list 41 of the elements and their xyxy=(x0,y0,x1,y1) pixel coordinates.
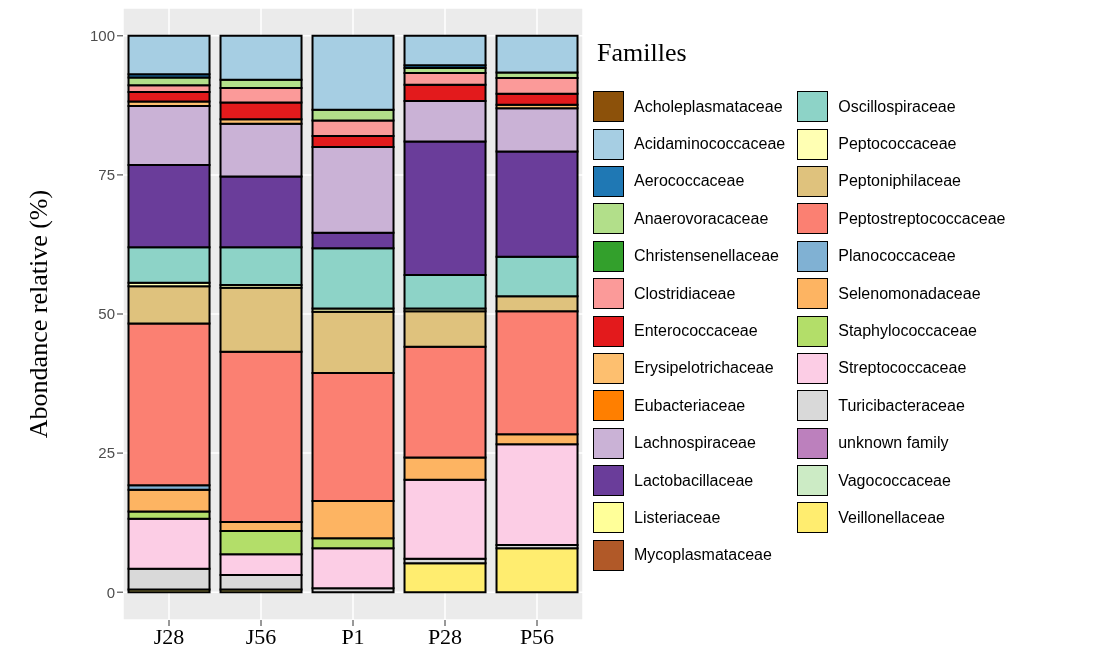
legend-label: Enterococcaceae xyxy=(634,322,758,341)
legend-label: Eubacteriaceae xyxy=(634,396,746,415)
legend-label: Peptococcaceae xyxy=(838,135,957,154)
legend-label: Lachnospiraceae xyxy=(634,434,756,453)
bar xyxy=(403,562,487,594)
legend-label: Christensenellaceae xyxy=(634,247,779,266)
legend-label: Erysipelotrichaceae xyxy=(634,359,774,378)
legend-label: Streptococcaceae xyxy=(838,359,967,378)
legend-label: Peptoniphilaceae xyxy=(838,172,961,191)
legend-label: Oscillospiraceae xyxy=(838,97,956,116)
legend-label: Mycoplasmataceae xyxy=(634,546,772,565)
legend-label: Acidaminococcaceae xyxy=(634,135,786,154)
y-axis-title: Abondance relative (%) xyxy=(24,189,54,439)
legend-label: Peptostreptococcaceae xyxy=(838,209,1006,228)
legend-label: unknown family xyxy=(838,434,949,453)
bar xyxy=(495,547,579,594)
legend-label: Turicibacteraceae xyxy=(838,396,965,415)
bar xyxy=(127,34,211,76)
legend-label: Planococcaceae xyxy=(838,247,956,266)
legend-label: Lactobacillaceae xyxy=(634,471,754,490)
y-tick-label: 50 xyxy=(98,305,115,323)
y-tick-label: 25 xyxy=(98,444,115,462)
legend-label: Listeriaceae xyxy=(634,508,721,527)
legend-label: Selenomonadaceae xyxy=(838,284,981,303)
y-tick-label: 100 xyxy=(89,27,115,45)
legend-label: Clostridiaceae xyxy=(634,284,736,303)
legend-label: Veillonellaceae xyxy=(838,508,945,527)
x-tick-label: J56 xyxy=(245,623,277,649)
legend-title: Familles xyxy=(597,38,688,68)
y-tick-label: 0 xyxy=(106,583,115,601)
legend-label: Staphylococcaceae xyxy=(838,322,977,341)
x-tick-label: P28 xyxy=(427,623,463,649)
legend-label: Vagococcaceae xyxy=(838,471,951,490)
x-tick-label: P1 xyxy=(341,623,365,649)
legend-label: Aerococcaceae xyxy=(634,172,745,191)
legend-label: Acholeplasmataceae xyxy=(634,97,783,116)
bar xyxy=(403,34,487,67)
x-tick-label: J28 xyxy=(153,623,185,649)
x-tick-label: P56 xyxy=(519,623,555,649)
y-tick-label: 75 xyxy=(98,166,115,184)
legend-label: Anaerovoracaceae xyxy=(634,209,769,228)
